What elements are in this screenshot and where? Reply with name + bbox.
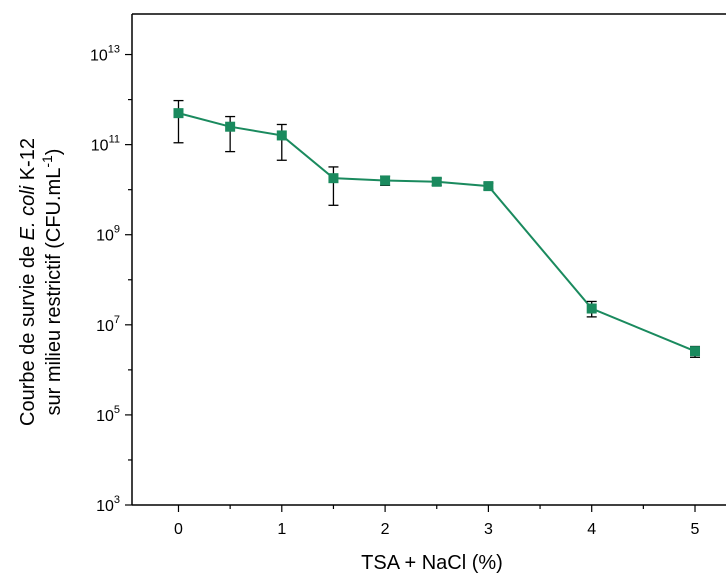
x-axis-ticks: 0 1 2 3 4 5 <box>174 505 700 538</box>
x-axis-label: TSA + NaCl (%) <box>361 552 503 574</box>
data-point-marker <box>431 176 442 187</box>
data-point-marker <box>586 303 597 314</box>
data-series <box>173 99 701 358</box>
data-point-marker <box>380 175 391 186</box>
x-tick-label: 1 <box>277 521 286 538</box>
y-tick-label: 1011 <box>91 134 120 155</box>
x-tick-label: 5 <box>691 521 700 538</box>
y-axis-label-line2: sur milieu restrictif (CFU.mL-1) <box>39 149 65 416</box>
series-line <box>178 112 696 353</box>
data-point-marker <box>328 173 339 184</box>
y-tick-label: 1013 <box>90 44 120 65</box>
x-tick-label: 2 <box>381 521 390 538</box>
y-tick-label: 109 <box>96 224 120 245</box>
error-bar <box>328 166 339 206</box>
x-tick-label: 4 <box>587 521 596 538</box>
data-point-marker <box>690 346 701 357</box>
y-tick-label: 107 <box>96 314 120 335</box>
error-bar <box>276 123 287 161</box>
x-tick-label: 0 <box>174 521 183 538</box>
x-tick-label: 3 <box>484 521 493 538</box>
y-axis-label-line1: Courbe de survie de E. coli K-12 <box>17 138 39 426</box>
data-point-marker <box>483 181 494 192</box>
y-tick-label: 103 <box>96 494 120 515</box>
data-point-marker <box>276 130 287 141</box>
y-tick-label: 105 <box>96 404 120 425</box>
data-point-marker <box>225 121 236 132</box>
y-axis-ticks: 103 105 107 109 1011 1013 <box>90 44 132 515</box>
plot-frame <box>131 13 726 506</box>
data-point-marker <box>173 108 184 119</box>
error-bar <box>173 99 184 144</box>
